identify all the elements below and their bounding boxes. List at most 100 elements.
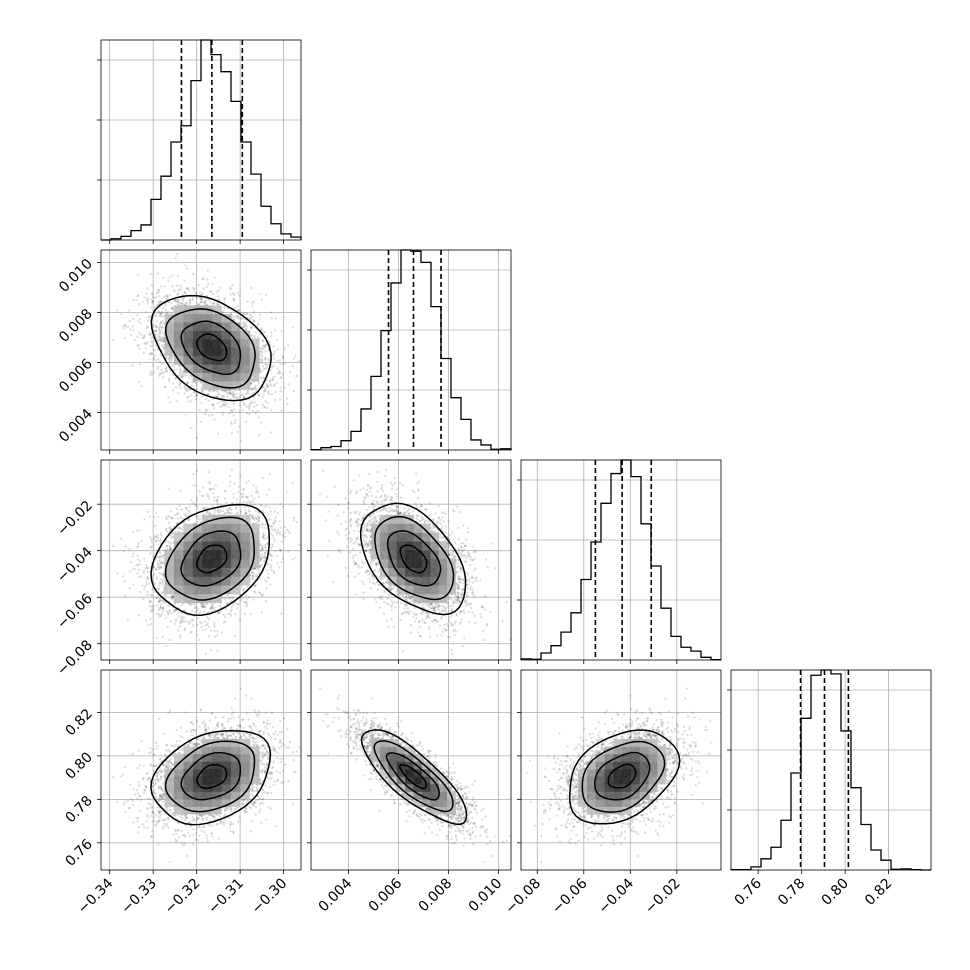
scatter-point xyxy=(167,396,170,399)
scatter-point xyxy=(266,576,270,579)
scatter-point xyxy=(183,392,186,395)
scatter-point xyxy=(269,335,273,338)
scatter-point xyxy=(253,405,256,408)
scatter-point xyxy=(158,338,161,342)
scatter-point xyxy=(259,524,262,527)
scatter-point xyxy=(217,295,220,298)
scatter-point xyxy=(167,358,171,361)
density-cell xyxy=(164,313,175,323)
scatter-point xyxy=(177,392,180,395)
scatter-point xyxy=(257,393,261,397)
scatter-point xyxy=(262,393,265,396)
scatter-point xyxy=(139,321,142,325)
scatter-point xyxy=(174,257,177,260)
scatter-point xyxy=(111,338,115,341)
scatter-point xyxy=(256,336,260,339)
scatter-point xyxy=(173,622,177,625)
scatter-point xyxy=(225,391,229,394)
scatter-point xyxy=(215,290,218,294)
scatter-point xyxy=(206,269,209,272)
panel-0-0 xyxy=(97,39,302,244)
scatter-point xyxy=(140,385,143,388)
scatter-point xyxy=(172,368,176,372)
scatter-point xyxy=(159,311,162,315)
scatter-point xyxy=(161,320,164,323)
scatter-point xyxy=(238,404,242,407)
scatter-point xyxy=(161,371,164,374)
scatter-point xyxy=(288,371,292,374)
density-cell xyxy=(230,372,241,382)
scatter-point xyxy=(275,381,279,384)
scatter-point xyxy=(171,364,174,367)
scatter-point xyxy=(272,364,275,368)
scatter-point xyxy=(152,370,156,374)
scatter-point xyxy=(245,597,248,601)
scatter-point xyxy=(262,344,265,347)
scatter-point xyxy=(122,575,125,578)
scatter-point xyxy=(208,290,212,293)
scatter-point xyxy=(255,403,258,407)
scatter-point xyxy=(187,374,191,377)
scatter-point xyxy=(230,422,233,426)
scatter-point xyxy=(191,502,194,505)
scatter-point xyxy=(251,409,255,413)
scatter-point xyxy=(151,300,154,303)
scatter-point xyxy=(171,382,175,385)
scatter-point xyxy=(216,650,219,653)
scatter-point xyxy=(177,384,181,387)
scatter-point xyxy=(150,341,154,344)
scatter-point xyxy=(180,508,183,511)
scatter-point xyxy=(137,294,140,297)
scatter-point xyxy=(195,395,198,398)
scatter-point xyxy=(252,310,256,313)
scatter-point xyxy=(244,481,248,484)
scatter-point xyxy=(196,616,200,620)
scatter-point xyxy=(177,288,180,291)
scatter-point xyxy=(191,298,194,301)
scatter-point xyxy=(241,317,244,320)
scatter-point xyxy=(157,357,160,361)
scatter-point xyxy=(239,400,242,403)
scatter-point xyxy=(226,594,229,597)
scatter-point xyxy=(143,585,147,588)
scatter-point xyxy=(151,344,154,348)
scatter-point xyxy=(268,392,271,396)
scatter-point xyxy=(175,399,178,403)
scatter-point xyxy=(273,383,276,386)
scatter-point xyxy=(183,386,187,389)
scatter-point xyxy=(258,313,261,316)
scatter-point xyxy=(146,297,149,300)
scatter-point xyxy=(274,516,277,519)
scatter-point xyxy=(213,418,216,421)
scatter-point xyxy=(258,318,262,321)
scatter-point xyxy=(229,287,233,290)
scatter-point xyxy=(222,613,226,617)
scatter-point xyxy=(225,402,229,405)
scatter-point xyxy=(184,414,187,417)
scatter-point xyxy=(250,304,254,307)
scatter-point xyxy=(292,516,295,520)
scatter-point xyxy=(131,568,135,571)
scatter-point xyxy=(168,401,172,404)
density-cell xyxy=(211,313,222,323)
scatter-point xyxy=(211,292,215,296)
scatter-point xyxy=(136,554,139,557)
scatter-point xyxy=(264,387,267,391)
scatter-point xyxy=(276,511,279,515)
scatter-point xyxy=(269,331,273,334)
scatter-point xyxy=(181,370,184,373)
scatter-point xyxy=(145,292,148,295)
scatter-point xyxy=(146,299,149,303)
scatter-point xyxy=(205,408,208,411)
scatter-point xyxy=(132,298,135,301)
scatter-point xyxy=(131,555,134,558)
scatter-point xyxy=(155,303,159,306)
scatter-point xyxy=(198,290,202,294)
scatter-point xyxy=(233,408,236,411)
scatter-point xyxy=(260,328,263,331)
scatter-point xyxy=(148,358,151,361)
scatter-point xyxy=(252,391,255,394)
scatter-point xyxy=(239,439,243,443)
scatter-point xyxy=(223,297,226,300)
